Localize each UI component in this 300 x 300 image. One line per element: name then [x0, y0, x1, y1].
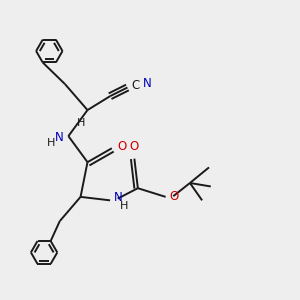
Text: N: N [113, 191, 122, 204]
Text: H: H [47, 138, 55, 148]
Text: N: N [143, 77, 152, 90]
Text: H: H [77, 118, 86, 128]
Text: O: O [169, 190, 178, 203]
Text: O: O [117, 140, 126, 153]
Text: O: O [130, 140, 139, 154]
Text: N: N [54, 131, 63, 144]
Text: H: H [120, 201, 128, 211]
Text: C: C [132, 79, 140, 92]
